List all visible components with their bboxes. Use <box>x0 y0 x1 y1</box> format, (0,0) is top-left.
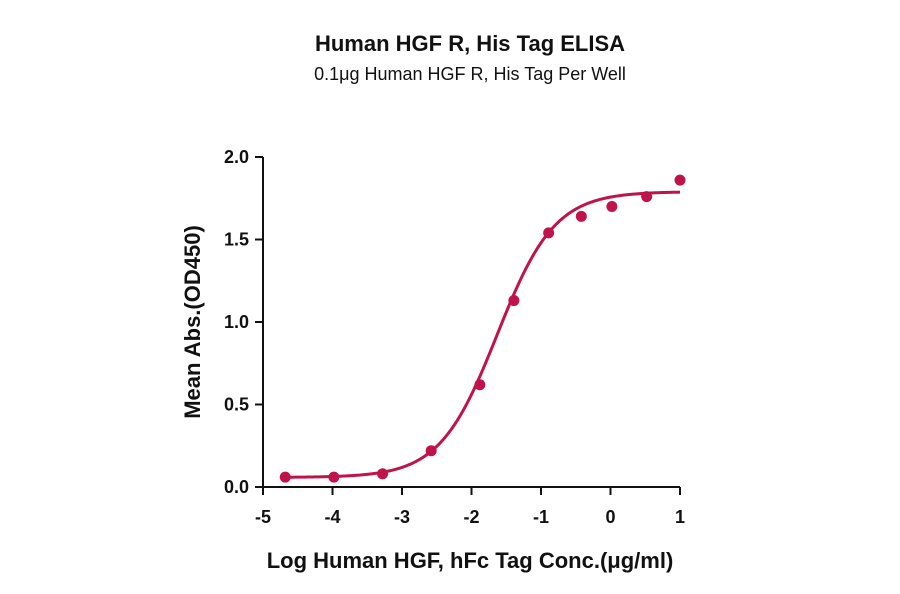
y-tick-label: 2.0 <box>224 147 249 167</box>
x-tick-label: -5 <box>255 507 271 527</box>
data-point <box>543 227 555 239</box>
data-point <box>606 201 618 212</box>
plot-area: 0.0 0.5 1.0 1.5 2.0 -5 -4 -3 -2 -1 0 1 <box>224 147 686 527</box>
data-points <box>279 174 686 483</box>
data-point <box>279 471 291 483</box>
chart-subtitle: 0.1μg Human HGF R, His Tag Per Well <box>314 64 626 84</box>
data-point <box>575 210 587 222</box>
data-point <box>328 471 340 483</box>
x-tick-label: -4 <box>324 507 340 527</box>
data-point <box>674 174 686 186</box>
data-point <box>377 468 389 480</box>
data-point <box>641 191 653 203</box>
y-axis-ticks: 0.0 0.5 1.0 1.5 2.0 <box>224 147 263 497</box>
data-point <box>474 379 486 391</box>
x-tick-label: -2 <box>463 507 479 527</box>
x-tick-label: 0 <box>605 507 615 527</box>
y-tick-label: 0.0 <box>224 477 249 497</box>
y-tick-label: 1.0 <box>224 312 249 332</box>
y-axis-label: Mean Abs.(OD450) <box>180 225 205 419</box>
x-tick-label: -3 <box>394 507 410 527</box>
x-tick-label: -1 <box>533 507 549 527</box>
x-axis-label: Log Human HGF, hFc Tag Conc.(μg/ml) <box>267 548 674 573</box>
data-point <box>508 295 520 307</box>
data-point <box>425 445 437 457</box>
fit-curve <box>285 190 681 479</box>
x-tick-label: 1 <box>675 507 685 527</box>
y-tick-label: 0.5 <box>224 395 249 415</box>
x-axis-ticks: -5 -4 -3 -2 -1 0 1 <box>255 487 685 527</box>
chart-title: Human HGF R, His Tag ELISA <box>315 31 625 56</box>
y-tick-label: 1.5 <box>224 230 249 250</box>
